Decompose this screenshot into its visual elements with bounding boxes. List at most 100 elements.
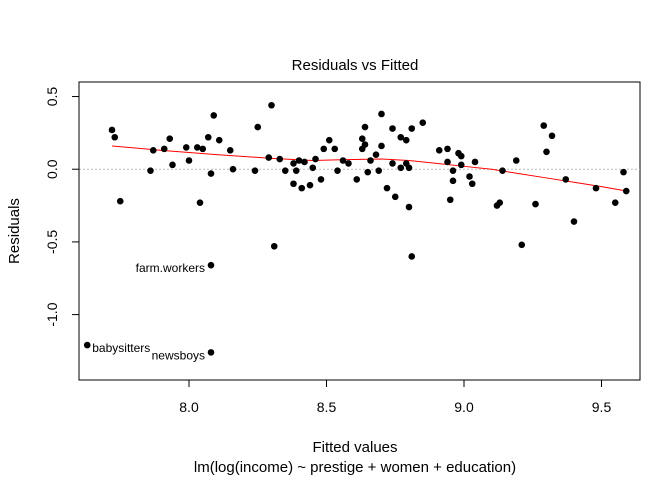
x-tick-label: 9.5 — [592, 399, 612, 415]
y-tick-label: -0.5 — [44, 230, 60, 254]
data-point — [295, 157, 303, 164]
data-point — [204, 133, 212, 141]
data-point — [397, 133, 405, 141]
data-point — [375, 167, 383, 174]
data-point — [270, 242, 278, 250]
data-point — [306, 181, 314, 189]
y-axis: -1.0 -0.5 0.0 0.5 — [44, 87, 80, 327]
data-point — [83, 341, 91, 349]
data-point — [389, 160, 396, 167]
data-point — [518, 241, 526, 249]
data-point — [468, 180, 476, 188]
data-point — [251, 167, 259, 174]
data-point — [496, 199, 504, 206]
data-point — [147, 167, 154, 174]
data-point — [419, 119, 427, 127]
data-point — [435, 147, 443, 154]
point-label: farm.workers — [136, 261, 205, 275]
data-point — [402, 136, 410, 144]
data-point — [383, 184, 391, 192]
data-point — [622, 187, 630, 195]
data-point — [367, 157, 374, 164]
y-axis-label: Residuals — [6, 198, 23, 264]
data-point — [389, 125, 396, 132]
data-point — [499, 167, 506, 174]
data-point — [611, 199, 619, 206]
data-point — [540, 122, 548, 129]
data-point — [301, 158, 308, 166]
data-point — [292, 167, 300, 174]
data-point — [276, 155, 284, 163]
data-point — [317, 176, 325, 183]
data-point — [378, 142, 385, 150]
data-point — [193, 144, 201, 151]
data-point — [449, 177, 457, 185]
data-point — [444, 158, 451, 166]
data-point — [290, 180, 297, 188]
data-point — [334, 167, 341, 174]
data-point — [169, 161, 176, 169]
data-point — [281, 167, 289, 174]
data-point — [446, 196, 454, 204]
y-tick-label: -1.0 — [44, 302, 60, 326]
data-point — [562, 176, 570, 183]
data-point — [543, 148, 550, 156]
data-point — [207, 261, 215, 269]
data-point — [149, 147, 157, 154]
y-tick-label: 0.5 — [44, 87, 60, 107]
data-point — [532, 200, 539, 208]
data-point — [408, 253, 416, 260]
data-point — [345, 160, 352, 167]
data-point — [166, 135, 174, 142]
data-point — [364, 168, 372, 176]
data-point — [405, 164, 413, 172]
data-point — [444, 145, 451, 153]
data-point — [116, 197, 124, 205]
data-point — [457, 152, 465, 160]
data-point — [339, 157, 347, 164]
data-point — [196, 199, 204, 206]
data-point — [372, 151, 380, 158]
data-point — [570, 218, 578, 225]
data-point — [185, 157, 193, 164]
chart-title: Residuals vs Fitted — [292, 57, 419, 74]
data-point — [620, 168, 627, 176]
data-point — [182, 144, 190, 151]
data-point — [325, 136, 333, 144]
plot-area — [78, 81, 641, 381]
x-tick-label: 9.0 — [454, 399, 474, 415]
data-point — [397, 164, 405, 172]
data-point — [512, 157, 520, 164]
data-point — [320, 145, 328, 153]
data-point — [457, 161, 465, 169]
data-point — [548, 132, 556, 140]
data-point — [111, 133, 119, 141]
x-tick-label: 8.5 — [317, 399, 337, 415]
data-point — [290, 160, 297, 167]
data-point — [265, 154, 273, 161]
x-tick-label: 8.0 — [179, 399, 199, 415]
point-label: babysitters — [92, 341, 150, 355]
chart-subtitle: lm(log(income) ~ prestige + women + educ… — [194, 459, 516, 476]
data-point — [229, 165, 237, 173]
data-point — [268, 101, 275, 109]
data-point — [408, 125, 416, 132]
data-point — [298, 184, 306, 192]
data-point — [391, 193, 399, 201]
data-point — [361, 141, 369, 148]
data-point — [215, 136, 223, 144]
data-point — [471, 158, 479, 166]
data-point — [207, 170, 215, 177]
data-point — [405, 203, 413, 211]
data-point — [226, 147, 234, 154]
data-point — [592, 184, 600, 192]
data-point — [312, 155, 319, 163]
x-axis: 8.0 8.5 9.0 9.5 — [179, 379, 612, 415]
data-point — [353, 176, 361, 183]
y-tick-label: 0.0 — [44, 159, 60, 179]
points-group — [83, 101, 630, 356]
data-point — [108, 126, 116, 134]
data-point — [199, 145, 207, 153]
data-point — [309, 164, 317, 172]
